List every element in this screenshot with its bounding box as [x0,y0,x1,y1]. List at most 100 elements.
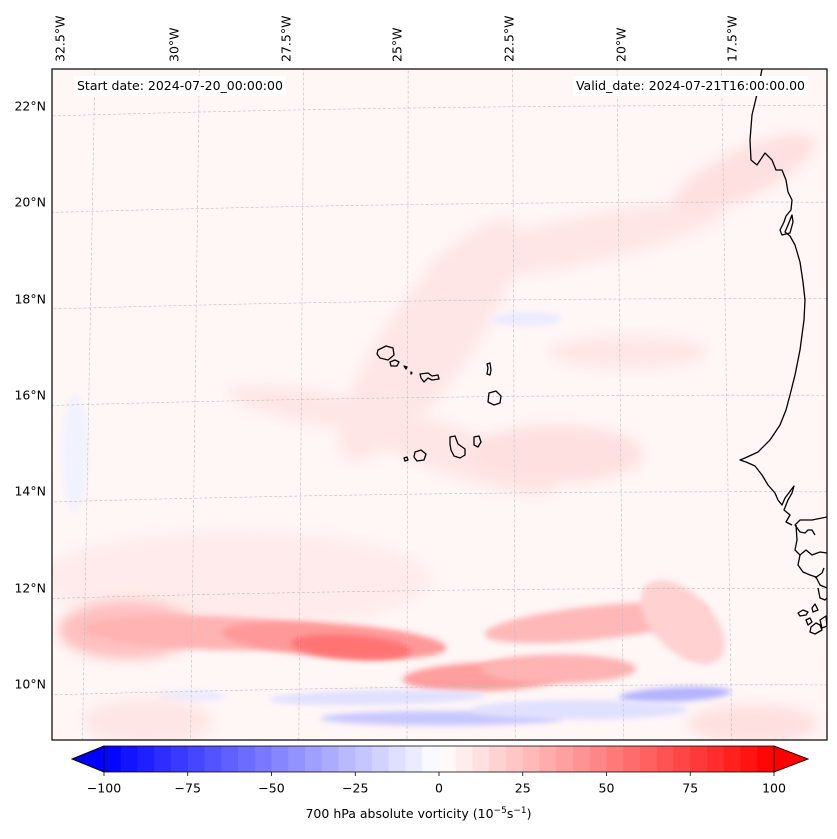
longitude-tick-label: 27.5°W [279,16,294,62]
island-santo-antao [376,345,395,361]
colorbar-cell [388,746,406,772]
colorbar-cell [372,746,390,772]
latitude-tick-label: 10°N [14,677,46,692]
longitude-tick-label: 32.5°W [53,16,68,62]
latitude-tick-label: 16°N [14,388,46,403]
colorbar-cell [204,746,222,772]
colorbar-cell [740,746,758,772]
parallel-line [52,298,827,310]
longitude-tick-label: 30°W [167,27,182,62]
colorbar-cell [472,746,490,772]
negative-vorticity-region [268,689,486,705]
parallel-line [52,105,827,117]
colorbar-cell [707,746,725,772]
colorbar-tick-label: −75 [175,781,201,796]
positive-vorticity-region [688,704,819,740]
colorbar-cell [506,746,524,772]
island-fogo [413,449,427,462]
colorbar-cells [104,746,775,772]
colorbar-cell [623,746,641,772]
colorbar-cell [321,746,339,772]
colorbar-cell [573,746,591,772]
positive-vorticity-region [672,133,816,213]
island-sal [486,362,492,376]
latitude-tick-label: 14°N [14,484,46,499]
field-blobs [52,133,819,740]
island-sao-nicolau [419,372,440,383]
island-outline [805,617,813,626]
colorbar-cell [338,746,356,772]
longitude-tick-label: 20°W [614,27,629,62]
colorbar-cell [137,746,155,772]
colorbar-cell [522,746,540,772]
colorbar-label-unit: s [506,806,514,822]
longitude-tick-label: 22.5°W [502,16,517,62]
colorbar-tick-label: −100 [87,781,121,796]
colorbar-tick-label: 0 [435,781,443,796]
island-santiago [449,435,466,459]
positive-vorticity-region [428,201,725,281]
island-brava [403,456,409,462]
island-outline [797,609,809,617]
colorbar-cell [254,746,272,772]
colorbar-label: 700 hPa absolute vorticity (10−5s−1) [0,806,837,821]
island-outline [811,603,819,613]
colorbar-tick-label: 75 [682,781,698,796]
colorbar-cell [238,746,256,772]
negative-vorticity-region [62,395,88,511]
coastline-path [797,554,827,589]
colorbar-label-exp1: −5 [493,806,507,816]
colorbar-cell [187,746,205,772]
colorbar-cell [673,746,691,772]
colorbar-label-exp2: −1 [513,806,527,816]
island-raso [410,371,413,375]
island-outline [819,615,827,629]
latitude-tick-label: 20°N [14,195,46,210]
colorbar-cell [104,746,122,772]
colorbar-label-main: 700 hPa absolute vorticity (10 [305,806,494,822]
positive-vorticity-region [640,580,725,665]
positive-vorticity-region [470,424,644,483]
colorbar-cell [489,746,507,772]
island-maio [473,435,482,448]
colorbar-cell [305,746,323,772]
island-santa-luzia [403,365,408,370]
colorbar-tick-label: −25 [342,781,368,796]
colorbar: −100 −75 −50 −25 0 25 50 75 100 [70,745,810,796]
island-boa-vista [487,390,502,406]
latitude-tick-label: 22°N [14,99,46,114]
colorbar-tick-label: 25 [515,781,531,796]
negative-vorticity-region [471,699,689,720]
colorbar-cell [640,746,658,772]
colorbar-cell [439,746,457,772]
colorbar-cell [171,746,189,772]
latitude-tick-label: 18°N [14,292,46,307]
colorbar-label-end: ) [526,806,532,822]
colorbar-tick-label: 100 [762,781,786,796]
start-date-label: Start date: 2024-07-20_00:00:00 [74,76,286,96]
positive-vorticity-region [82,697,213,740]
parallel-line [52,684,827,696]
vorticity-field [52,69,827,740]
coastline-path [794,524,827,556]
latitude-tick-label: 12°N [14,581,46,596]
colorbar-cell [539,746,557,772]
map-frame [51,68,828,741]
colorbar-cell [355,746,373,772]
colorbar-cell [154,746,172,772]
colorbar-cell [455,746,473,772]
gridlines [52,69,827,740]
valid-date-label: Valid_date: 2024-07-21T16:00:00.00 [572,76,808,96]
colorbar-cell [405,746,423,772]
colorbar-ticks: −100 −75 −50 −25 0 25 50 75 100 [87,772,786,796]
colorbar-cell [656,746,674,772]
colorbar-cell [589,746,607,772]
colorbar-cell [221,746,239,772]
colorbar-cell [690,746,708,772]
colorbar-cell [422,746,440,772]
coastline-path [794,516,827,536]
colorbar-cell [271,746,289,772]
colorbar-extend-low [70,745,105,773]
island-sao-vicente [389,359,400,367]
